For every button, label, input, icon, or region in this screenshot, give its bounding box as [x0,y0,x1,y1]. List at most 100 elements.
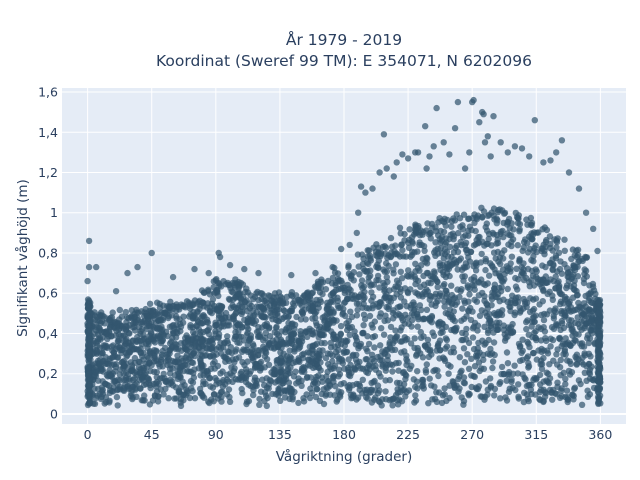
data-point [562,381,569,388]
data-point [465,339,473,347]
data-point [516,228,523,235]
data-point [189,387,196,395]
data-point [272,391,279,398]
data-point [346,384,353,391]
data-point [451,294,459,301]
data-point [498,363,506,371]
data-point [265,385,272,392]
data-point [365,247,373,254]
data-point [481,139,489,146]
data-point [423,165,430,172]
data-point [226,314,233,321]
data-point [224,340,232,347]
data-point [411,344,418,352]
data-point [432,247,439,254]
data-point [335,373,342,380]
data-point [428,382,435,389]
data-point [374,272,382,280]
data-point [407,340,415,347]
data-point [243,398,251,405]
data-point [414,265,422,272]
data-point [86,349,94,356]
data-point [377,342,384,349]
data-point [480,365,488,372]
data-point [243,369,250,376]
data-point [348,295,355,302]
data-point [239,281,247,288]
data-point [404,358,411,365]
data-point [341,365,348,372]
data-point [251,377,258,384]
data-point [256,401,263,408]
data-point [451,125,459,132]
chart-title-line-1: År 1979 - 2019 [286,30,402,49]
data-point [426,153,433,160]
data-point [447,231,454,239]
y-tick-label: 0,8 [38,245,58,260]
data-point [420,382,427,389]
data-point [557,298,565,305]
data-point [445,361,452,369]
data-point [587,290,594,297]
data-point [496,298,503,305]
data-point [443,248,451,255]
data-point [323,306,330,313]
data-point [528,381,535,389]
data-point [554,322,562,329]
data-point [85,263,93,271]
data-point [312,363,319,371]
data-point [531,318,538,325]
data-point [523,216,530,223]
data-point [112,368,119,375]
data-point [226,398,234,405]
data-point [262,349,270,357]
y-tick-label: 1,2 [38,165,58,180]
data-point [448,312,455,319]
data-point [465,232,472,239]
data-point [216,253,224,261]
data-point [561,247,568,254]
data-point [405,273,412,280]
data-point [308,389,316,396]
data-point [208,300,216,307]
y-axis-title: Signifikant våghöjd (m) [14,179,31,337]
data-point [322,354,330,362]
data-point [392,327,399,334]
data-point [555,249,563,256]
data-point [337,331,344,338]
data-point [587,318,595,325]
data-point [466,149,473,156]
data-point [105,361,112,368]
data-point [337,393,344,400]
data-point [157,339,165,347]
data-point [194,309,201,316]
data-point [85,301,93,309]
data-point [309,315,316,322]
data-point [458,394,465,401]
data-point [397,294,405,301]
data-point [179,319,187,326]
data-point [166,347,173,354]
data-point [355,345,362,352]
data-point [307,374,314,381]
data-point [201,289,208,296]
data-point [212,322,219,329]
data-point [594,310,602,317]
data-point [520,238,528,246]
data-point [380,131,388,138]
data-point [412,392,419,399]
data-point [198,338,206,345]
data-point [217,370,224,377]
data-point [573,306,581,313]
data-point [336,355,343,362]
data-point [460,211,468,218]
data-point [393,379,401,386]
data-point [288,336,296,343]
data-point [375,397,382,405]
data-point [503,397,511,404]
data-point [451,384,458,391]
data-point [382,377,389,384]
y-tick-label: 0 [50,406,58,421]
data-point [206,345,214,352]
data-point [558,270,566,277]
